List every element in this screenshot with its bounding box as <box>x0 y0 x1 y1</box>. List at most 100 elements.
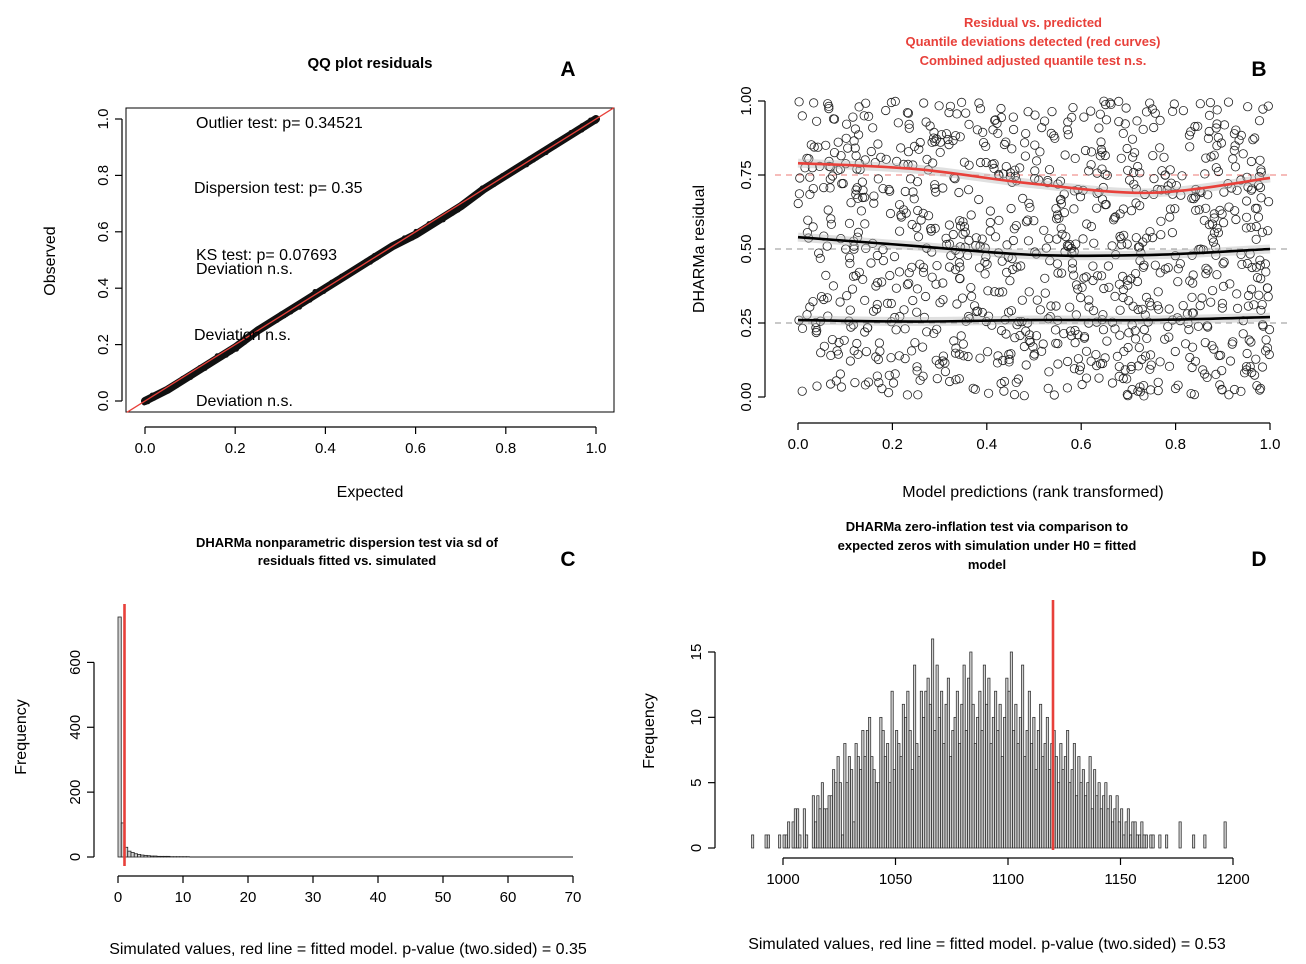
residual-point <box>852 338 862 349</box>
residual-point <box>1015 163 1025 173</box>
residual-point <box>1046 128 1056 138</box>
residual-point <box>1208 237 1219 247</box>
residual-point <box>1001 137 1011 147</box>
residual-point <box>845 305 855 315</box>
residual-point <box>1014 316 1024 327</box>
residual-point <box>992 118 1002 129</box>
histogram-bar <box>1088 756 1092 849</box>
residual-point <box>919 98 929 108</box>
residual-point <box>1073 284 1083 294</box>
residual-point <box>871 281 881 291</box>
residual-point <box>1069 270 1079 280</box>
residual-point <box>900 353 910 364</box>
residual-point <box>980 257 990 267</box>
residual-point <box>1062 125 1073 135</box>
residual-point <box>824 104 834 114</box>
residual-point <box>863 111 874 122</box>
residual-point <box>891 325 901 335</box>
residual-point <box>1248 135 1258 145</box>
residual-point <box>1081 373 1092 383</box>
panel-d-x-label: Simulated values, red line = fitted mode… <box>748 936 1226 953</box>
histogram-bar <box>798 834 802 849</box>
residual-point <box>845 258 855 268</box>
residual-point <box>1261 267 1271 277</box>
residual-point <box>1119 230 1129 240</box>
residual-point <box>851 151 861 161</box>
panel-c-x-tick-label: 60 <box>500 889 517 906</box>
residual-point <box>823 205 833 215</box>
residual-point <box>938 278 948 288</box>
residual-point <box>1011 221 1021 231</box>
residual-point <box>1201 203 1211 213</box>
residual-point <box>1241 361 1252 372</box>
residual-point <box>1120 119 1130 129</box>
panel-a-y-tick-label: 1.0 <box>95 109 112 130</box>
residual-point <box>1110 291 1120 301</box>
panel-a-title: QQ plot residuals <box>307 55 432 72</box>
residual-point <box>920 291 931 302</box>
quantile-curve-25 <box>797 315 1271 323</box>
residual-point <box>1049 390 1059 400</box>
residual-point <box>963 185 974 195</box>
residual-point <box>871 352 881 362</box>
residual-point <box>1059 208 1070 218</box>
residual-point <box>1246 185 1256 195</box>
residual-point <box>1170 346 1180 357</box>
qq-residual-point <box>440 217 446 223</box>
panel-b-x-tick-label: 0.8 <box>1165 436 1186 453</box>
residual-point <box>1047 107 1057 117</box>
residual-point <box>1218 281 1229 291</box>
residual-point <box>1223 97 1234 107</box>
residual-point <box>1184 324 1194 335</box>
residual-point <box>1114 117 1124 127</box>
residual-point <box>1094 123 1104 133</box>
residual-point <box>954 349 964 359</box>
residual-point <box>1170 204 1180 214</box>
residual-point <box>1030 140 1040 150</box>
residual-point <box>861 346 872 357</box>
qq-residual-point <box>235 344 241 350</box>
residual-point <box>1216 138 1227 148</box>
residual-point <box>1264 197 1274 207</box>
residual-point <box>918 371 928 381</box>
residual-point <box>1132 116 1142 126</box>
residual-point <box>952 109 962 119</box>
residual-point <box>1219 187 1229 197</box>
residual-point <box>826 214 836 224</box>
panel-a-x-tick-label: 0.6 <box>405 440 426 457</box>
residual-point <box>1095 151 1105 161</box>
panel-d-y-label: Frequency <box>641 693 658 769</box>
residual-point <box>912 284 923 294</box>
residual-point <box>860 295 870 305</box>
residual-point <box>998 355 1008 366</box>
residual-point <box>1217 365 1227 376</box>
residual-point <box>878 255 889 266</box>
residual-point <box>893 118 903 128</box>
panel-d-y-tick-label: 0 <box>688 844 705 852</box>
panel-c-x-tick-label: 50 <box>435 889 452 906</box>
residual-point <box>1133 361 1143 371</box>
residual-point <box>1215 380 1225 390</box>
residual-point <box>972 125 983 135</box>
panel-d-axes: 1000 1050 1100 1150 1200 0 5 10 15 <box>688 644 1250 888</box>
residual-point <box>948 229 958 240</box>
residual-point <box>932 260 942 271</box>
residual-point <box>950 348 961 358</box>
residual-point <box>1263 101 1273 111</box>
residual-point <box>990 115 1000 126</box>
residual-point <box>1136 248 1146 258</box>
residual-point <box>931 279 941 289</box>
residual-point <box>1252 272 1263 283</box>
residual-point <box>940 358 950 368</box>
residual-point <box>1120 365 1130 375</box>
residual-point <box>1037 123 1047 133</box>
residual-point <box>1240 368 1250 378</box>
quantile-curve-50 <box>797 235 1271 258</box>
residual-point <box>908 295 918 306</box>
residual-point <box>996 325 1007 336</box>
residual-point <box>1242 196 1252 206</box>
residual-point <box>1243 182 1253 192</box>
residual-point <box>1170 383 1181 394</box>
residual-point <box>1044 165 1055 175</box>
panel-a-plot-frame <box>125 107 615 413</box>
